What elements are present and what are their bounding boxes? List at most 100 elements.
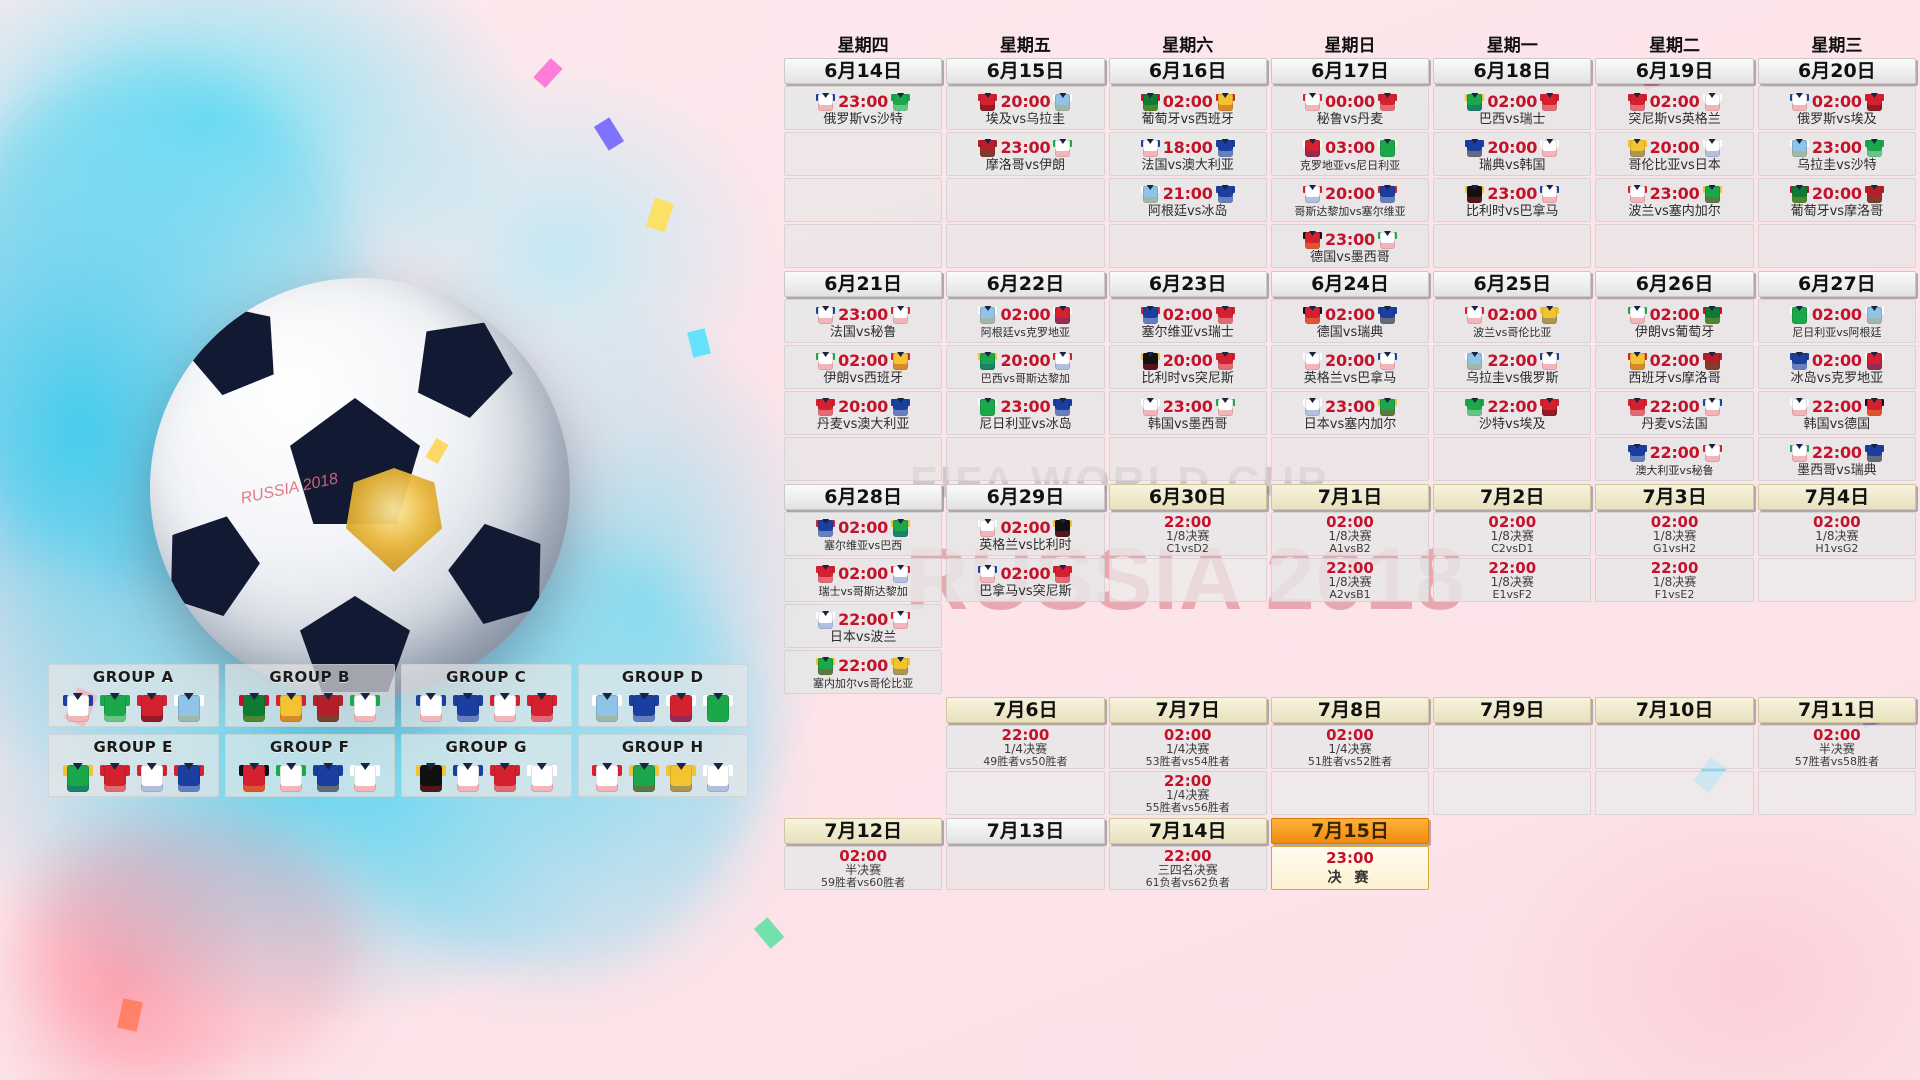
group-box-group-c[interactable]: GROUP C [401,664,572,727]
date-header-7月1日[interactable]: 7月1日 [1270,484,1430,510]
group-box-group-b[interactable]: GROUP B [224,664,395,727]
date-header-6月26日[interactable]: 6月26日 [1595,271,1754,297]
knockout-match-cell[interactable]: 22:00 1/4决赛 55胜者vs56胜者 [1108,771,1267,815]
match-cell[interactable]: 21:00 阿根廷vs冰岛 [1108,178,1267,222]
date-header-6月17日[interactable]: 6月17日 [1270,58,1430,84]
match-cell[interactable]: 02:00 俄罗斯vs埃及 [1757,86,1916,130]
match-cell[interactable]: 02:00 尼日利亚vs阿根廷 [1757,299,1916,343]
match-cell[interactable]: 20:00 丹麦vs澳大利亚 [784,391,943,435]
knockout-match-cell[interactable]: 02:00 1/4决赛 51胜者vs52胜者 [1270,725,1430,769]
date-header-6月23日[interactable]: 6月23日 [1108,271,1267,297]
match-cell[interactable]: 23:00 波兰vs塞内加尔 [1595,178,1754,222]
date-header-6月28日[interactable]: 6月28日 [784,484,943,510]
match-cell[interactable]: 02:00 巴拿马vs突尼斯 [946,558,1105,602]
match-cell[interactable]: 23:00 比利时vs巴拿马 [1433,178,1592,222]
match-cell[interactable]: 02:00 巴西vs瑞士 [1433,86,1592,130]
date-header-7月7日[interactable]: 7月7日 [1108,697,1267,723]
knockout-match-cell[interactable]: 02:00 1/4决赛 53胜者vs54胜者 [1108,725,1267,769]
match-cell[interactable]: 22:00 墨西哥vs瑞典 [1757,437,1916,481]
match-cell[interactable]: 02:00 塞尔维亚vs瑞士 [1108,299,1267,343]
date-header-6月19日[interactable]: 6月19日 [1595,58,1754,84]
date-header-6月29日[interactable]: 6月29日 [946,484,1105,510]
date-header-7月15日[interactable]: 7月15日 [1270,818,1430,844]
match-cell[interactable]: 23:00 日本vs塞内加尔 [1270,391,1430,435]
date-header-6月18日[interactable]: 6月18日 [1433,58,1592,84]
date-header-6月20日[interactable]: 6月20日 [1757,58,1916,84]
match-cell[interactable]: 02:00 突尼斯vs英格兰 [1595,86,1754,130]
match-cell[interactable]: 22:00 日本vs波兰 [784,604,943,648]
match-cell[interactable]: 23:00 摩洛哥vs伊朗 [946,132,1105,176]
match-cell[interactable]: 22:00 沙特vs埃及 [1433,391,1592,435]
match-cell[interactable]: 02:00 葡萄牙vs西班牙 [1108,86,1267,130]
date-header-7月6日[interactable]: 7月6日 [946,697,1105,723]
date-header-7月4日[interactable]: 7月4日 [1757,484,1916,510]
match-cell[interactable]: 00:00 秘鲁vs丹麦 [1270,86,1430,130]
match-cell[interactable]: 22:00 韩国vs德国 [1757,391,1916,435]
group-box-group-e[interactable]: GROUP E [48,734,219,797]
date-header-7月10日[interactable]: 7月10日 [1595,697,1754,723]
match-cell[interactable]: 23:00 俄罗斯vs沙特 [784,86,943,130]
group-box-group-a[interactable]: GROUP A [48,664,219,727]
date-header-7月9日[interactable]: 7月9日 [1433,697,1592,723]
match-cell[interactable]: 02:00 英格兰vs比利时 [946,512,1105,556]
date-header-6月21日[interactable]: 6月21日 [784,271,943,297]
date-header-7月14日[interactable]: 7月14日 [1108,818,1267,844]
date-header-6月25日[interactable]: 6月25日 [1433,271,1592,297]
match-cell[interactable]: 22:00 塞内加尔vs哥伦比亚 [784,650,943,694]
knockout-match-cell[interactable]: 02:00 1/8决赛 C2vsD1 [1433,512,1592,556]
knockout-match-cell[interactable]: 02:00 半决赛 59胜者vs60胜者 [784,846,943,890]
knockout-match-cell[interactable]: 22:00 1/8决赛 C1vsD2 [1108,512,1267,556]
knockout-match-cell[interactable]: 02:00 1/8决赛 H1vsG2 [1757,512,1916,556]
group-box-group-h[interactable]: GROUP H [577,734,748,797]
knockout-match-cell[interactable]: 22:00 三四名决赛 61负者vs62负者 [1108,846,1267,890]
date-header-6月22日[interactable]: 6月22日 [946,271,1105,297]
match-cell[interactable]: 22:00 澳大利亚vs秘鲁 [1595,437,1754,481]
final-match-cell[interactable]: 23:00 决 赛 [1270,846,1430,890]
match-cell[interactable]: 18:00 法国vs澳大利亚 [1108,132,1267,176]
group-box-group-f[interactable]: GROUP F [224,734,395,797]
match-cell[interactable]: 20:00 埃及vs乌拉圭 [946,86,1105,130]
match-cell[interactable]: 23:00 法国vs秘鲁 [784,299,943,343]
knockout-match-cell[interactable]: 02:00 半决赛 57胜者vs58胜者 [1757,725,1916,769]
date-header-6月14日[interactable]: 6月14日 [784,58,943,84]
match-cell[interactable]: 22:00 乌拉圭vs俄罗斯 [1433,345,1592,389]
date-header-6月16日[interactable]: 6月16日 [1108,58,1267,84]
match-cell[interactable]: 23:00 韩国vs墨西哥 [1108,391,1267,435]
match-cell[interactable]: 23:00 德国vs墨西哥 [1270,224,1430,268]
match-cell[interactable]: 02:00 瑞士vs哥斯达黎加 [784,558,943,602]
group-box-group-d[interactable]: GROUP D [577,664,748,727]
match-cell[interactable]: 02:00 伊朗vs西班牙 [784,345,943,389]
match-cell[interactable]: 20:00 瑞典vs韩国 [1433,132,1592,176]
date-header-6月15日[interactable]: 6月15日 [946,58,1105,84]
knockout-match-cell[interactable]: 02:00 1/8决赛 G1vsH2 [1595,512,1754,556]
date-header-7月13日[interactable]: 7月13日 [946,818,1105,844]
knockout-match-cell[interactable]: 02:00 1/8决赛 A1vsB2 [1270,512,1430,556]
date-header-7月8日[interactable]: 7月8日 [1270,697,1430,723]
match-cell[interactable]: 02:00 波兰vs哥伦比亚 [1433,299,1592,343]
group-box-group-g[interactable]: GROUP G [401,734,572,797]
date-header-6月30日[interactable]: 6月30日 [1108,484,1267,510]
knockout-match-cell[interactable]: 22:00 1/8决赛 E1vsF2 [1433,558,1592,602]
date-header-7月12日[interactable]: 7月12日 [784,818,943,844]
knockout-match-cell[interactable]: 22:00 1/8决赛 A2vsB1 [1270,558,1430,602]
match-cell[interactable]: 03:00 克罗地亚vs尼日利亚 [1270,132,1430,176]
match-cell[interactable]: 02:00 塞尔维亚vs巴西 [784,512,943,556]
date-header-7月2日[interactable]: 7月2日 [1433,484,1592,510]
match-cell[interactable]: 20:00 巴西vs哥斯达黎加 [946,345,1105,389]
match-cell[interactable]: 20:00 比利时vs突尼斯 [1108,345,1267,389]
knockout-match-cell[interactable]: 22:00 1/4决赛 49胜者vs50胜者 [946,725,1105,769]
match-cell[interactable]: 23:00 尼日利亚vs冰岛 [946,391,1105,435]
match-cell[interactable]: 22:00 丹麦vs法国 [1595,391,1754,435]
date-header-6月24日[interactable]: 6月24日 [1270,271,1430,297]
date-header-7月11日[interactable]: 7月11日 [1757,697,1916,723]
match-cell[interactable]: 20:00 英格兰vs巴拿马 [1270,345,1430,389]
date-header-6月27日[interactable]: 6月27日 [1757,271,1916,297]
match-cell[interactable]: 02:00 德国vs瑞典 [1270,299,1430,343]
match-cell[interactable]: 02:00 伊朗vs葡萄牙 [1595,299,1754,343]
date-header-7月3日[interactable]: 7月3日 [1595,484,1754,510]
match-cell[interactable]: 02:00 冰岛vs克罗地亚 [1757,345,1916,389]
match-cell[interactable]: 23:00 乌拉圭vs沙特 [1757,132,1916,176]
match-cell[interactable]: 20:00 哥伦比亚vs日本 [1595,132,1754,176]
match-cell[interactable]: 20:00 哥斯达黎加vs塞尔维亚 [1270,178,1430,222]
match-cell[interactable]: 20:00 葡萄牙vs摩洛哥 [1757,178,1916,222]
